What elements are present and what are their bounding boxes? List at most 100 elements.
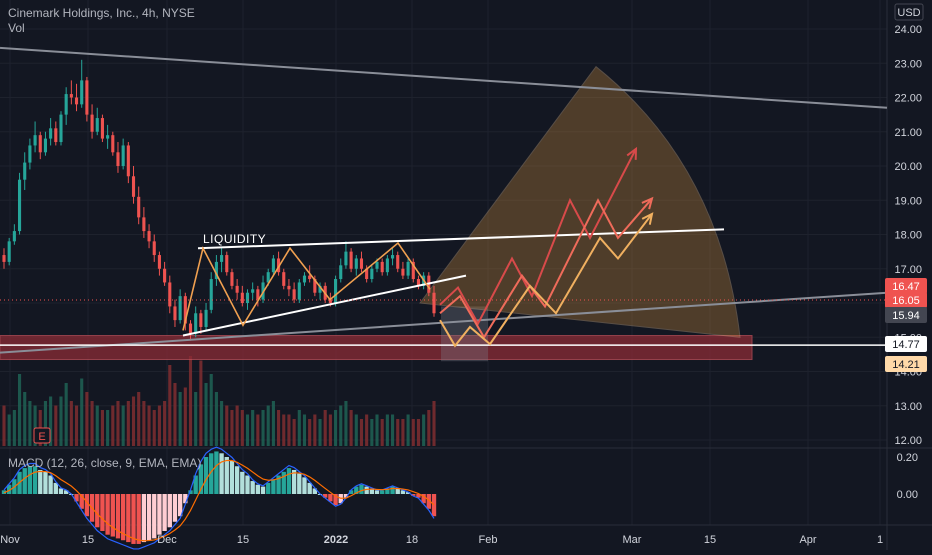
price-axis-tick: 20.00 [894, 161, 922, 173]
macd-legend[interactable]: MACD (12, 26, close, 9, EMA, EMA) [8, 456, 202, 470]
volume-bar [287, 414, 291, 446]
volume-bar [427, 410, 431, 446]
volume-bar [318, 419, 322, 446]
candle [152, 241, 156, 256]
candle [188, 323, 193, 334]
candle [64, 94, 68, 115]
volume-bar [100, 410, 104, 446]
volume-bar [385, 414, 389, 446]
candle [214, 261, 218, 280]
time-axis-tick: Nov [0, 534, 20, 546]
candle [349, 251, 353, 269]
price-label: 16.05 [892, 295, 920, 307]
price-axis-tick: 22.00 [894, 93, 922, 105]
candle [204, 309, 208, 327]
volume-bar [380, 419, 384, 446]
volume-bar [334, 410, 338, 446]
demand-zone [0, 335, 753, 361]
macd-histogram-bar [53, 482, 58, 494]
candle [2, 255, 6, 262]
wave-zigzag [182, 241, 431, 331]
candle [178, 296, 182, 321]
macd-histogram-bar [271, 479, 276, 494]
volume-bar [163, 401, 167, 446]
macd-histogram-bar [411, 494, 416, 496]
volume-bar [168, 365, 172, 446]
price-axis-tick: 12.00 [894, 435, 922, 447]
macd-histogram-bar [323, 494, 328, 498]
candle [23, 162, 27, 180]
macd-histogram-bar [183, 494, 188, 504]
macd-histogram-bar [203, 457, 209, 494]
macd-histogram-bar [354, 486, 359, 494]
candle [12, 231, 16, 242]
macd-histogram-bar [136, 494, 141, 544]
volume-bar [74, 405, 79, 446]
earnings-marker: E [33, 427, 51, 444]
price-label: 16.47 [892, 281, 920, 293]
symbol-title[interactable]: Cinemark Holdings, Inc., 4h, NYSE [8, 6, 195, 20]
candle [328, 299, 332, 303]
macd-histogram-bar [84, 494, 90, 517]
candle [339, 265, 343, 280]
volume-bar [90, 401, 94, 446]
time-axis-tick: Dec [157, 534, 177, 546]
price-axis-tick: 23.00 [894, 58, 922, 70]
volume-bar [188, 356, 193, 446]
volume-bar [344, 401, 348, 446]
candle [74, 97, 79, 105]
candle [28, 145, 32, 163]
candle [344, 251, 348, 266]
macd-histogram-bar [405, 492, 411, 494]
macd-histogram-bar [240, 471, 245, 494]
candle [59, 114, 63, 143]
macd-histogram-bar [312, 488, 318, 494]
macd-histogram-bar [48, 475, 53, 494]
volume-legend[interactable]: Vol [8, 21, 25, 35]
candle [43, 138, 47, 153]
volume-bar [256, 414, 260, 446]
liquidity-label: LIQUIDITY [203, 232, 266, 246]
macd-axis-tick: 0.20 [897, 452, 918, 464]
macd-histogram-bar [380, 490, 385, 494]
candle [416, 279, 421, 286]
macd-histogram-bar [364, 486, 369, 494]
volume-bar [111, 405, 115, 446]
macd-histogram-bar [162, 494, 167, 531]
candle [80, 80, 84, 105]
candle [271, 258, 275, 273]
price-axis-tick: 17.00 [894, 264, 922, 276]
candle [126, 145, 130, 177]
volume-bar [152, 410, 156, 446]
candle [111, 135, 115, 153]
volume-bar [95, 405, 99, 446]
candle [220, 255, 224, 262]
macd-histogram-bar [426, 494, 431, 509]
macd-histogram-bar [79, 494, 84, 509]
macd-histogram-bar [177, 494, 183, 517]
volume-bar [2, 405, 6, 446]
macd-histogram-bar [38, 469, 43, 494]
volume-bar [137, 392, 141, 446]
candle [251, 289, 255, 293]
macd-histogram-bar [307, 482, 312, 494]
volume-bar [64, 383, 68, 446]
volume-bar [323, 410, 327, 446]
time-axis-tick: 1 [877, 534, 883, 546]
macd-histogram-bar [234, 466, 240, 494]
candle [199, 313, 203, 327]
candle [90, 114, 94, 132]
support-trendline [0, 291, 888, 354]
candle [302, 275, 307, 283]
volume-bar [432, 401, 436, 446]
time-axis-tick: 18 [406, 534, 418, 546]
candle [292, 289, 296, 300]
macd-histogram-bar [281, 471, 286, 494]
volume-bar [302, 414, 307, 446]
macd-histogram-bar [198, 464, 204, 494]
candle [147, 231, 151, 242]
candle [282, 272, 286, 286]
macd-histogram-bar [110, 494, 115, 537]
projection-arrow-orange-path [439, 213, 653, 348]
